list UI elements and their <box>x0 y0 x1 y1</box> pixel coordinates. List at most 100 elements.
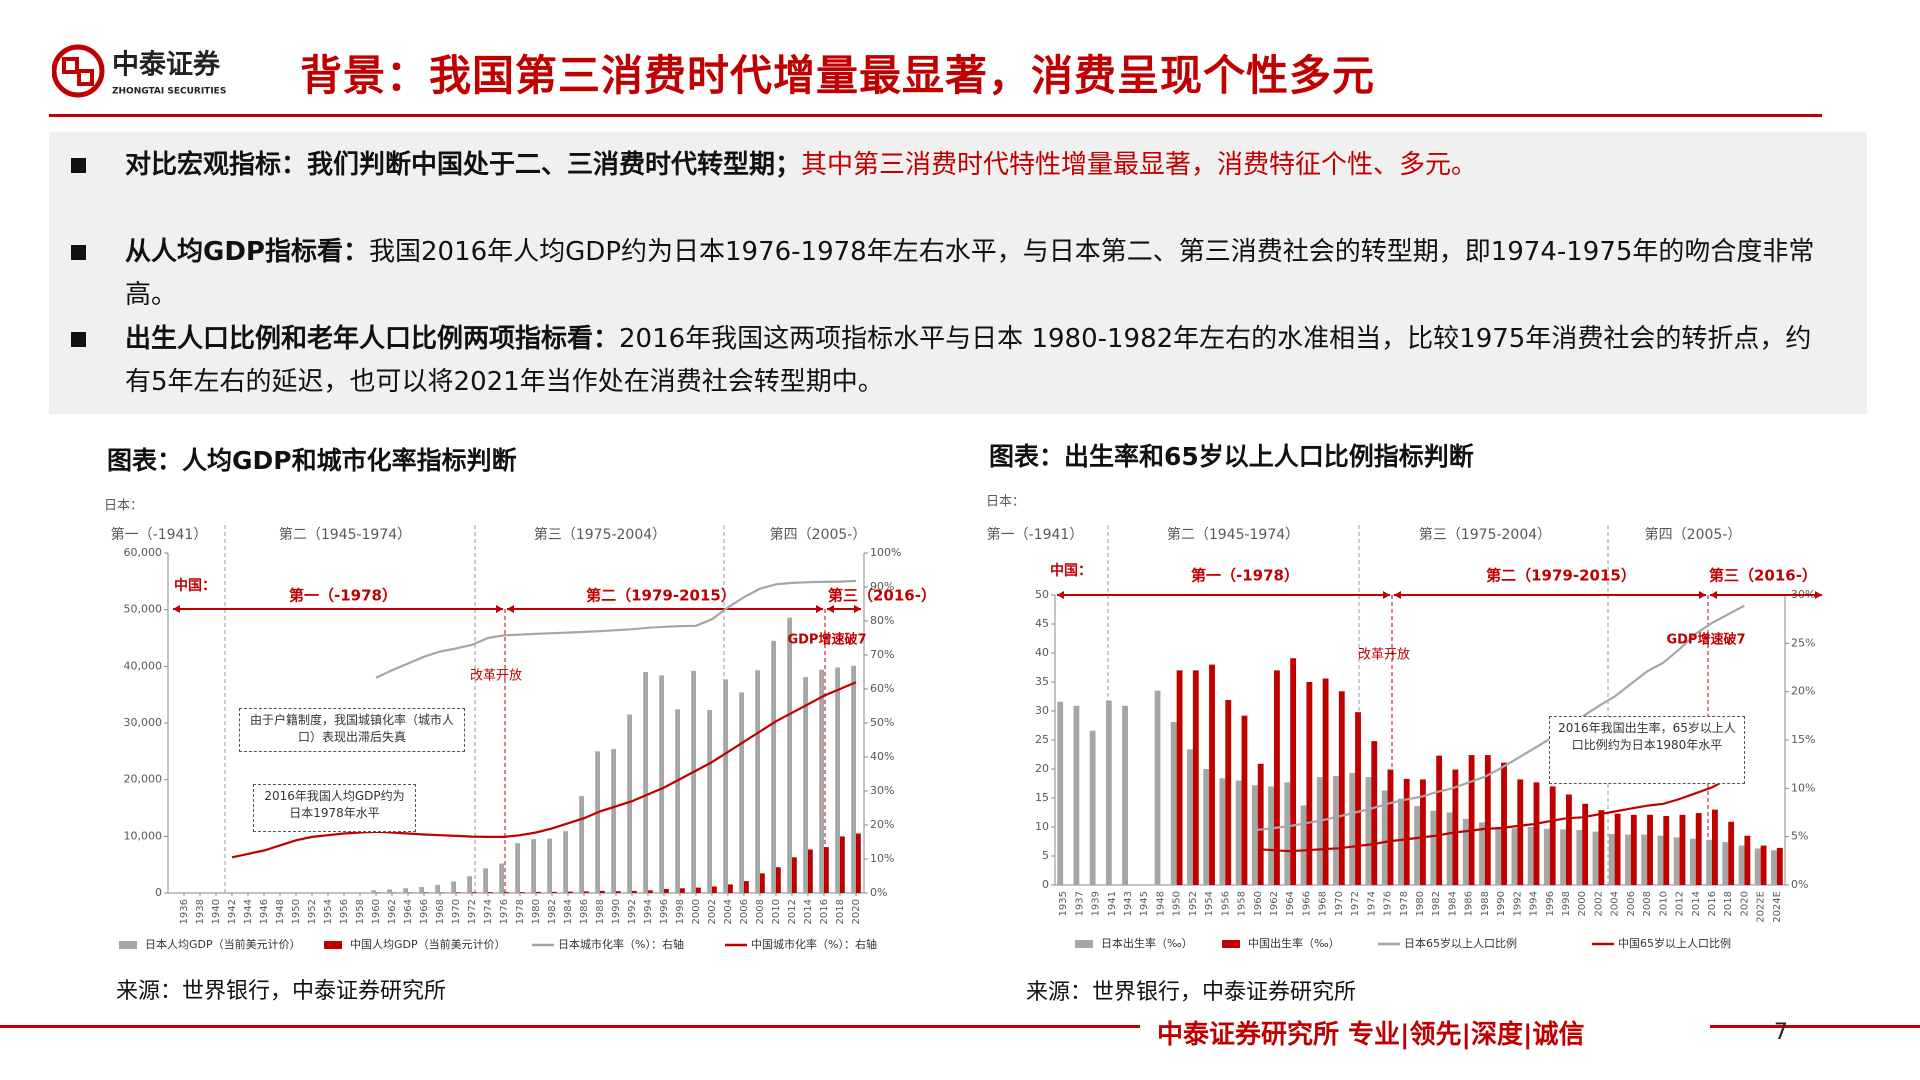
bar <box>792 857 797 893</box>
bar <box>1771 850 1777 885</box>
bar <box>1479 822 1485 885</box>
x-tick-label: 1994 <box>643 899 654 924</box>
y2-tick-label: 40% <box>870 750 894 763</box>
x-tick-label: 1966 <box>1301 891 1312 916</box>
bar <box>1598 810 1605 885</box>
bar <box>1776 847 1783 885</box>
chart-caption: 图表：出生率和65岁以上人口比例指标判断 <box>989 442 1474 471</box>
bar <box>1533 782 1540 885</box>
x-tick-label: 1962 <box>1269 891 1280 916</box>
bar <box>1290 658 1297 885</box>
x-tick-label: 1970 <box>451 899 462 924</box>
footer-slogan: 中泰证券研究所 专业|领先|深度|诚信 <box>1157 1020 1585 1050</box>
x-tick-label: 1982 <box>1431 891 1442 916</box>
period-label: 第三（2016-） <box>828 587 936 605</box>
bar <box>1722 842 1729 885</box>
bar <box>1073 705 1080 885</box>
x-tick-label: 2006 <box>739 899 750 924</box>
bullet-text: 从人均GDP指标看：我国2016年人均GDP约为日本1976-1978年左右水平… <box>125 231 1831 317</box>
bar <box>851 665 856 893</box>
bar <box>1154 690 1161 885</box>
x-tick-label: 2000 <box>1577 891 1588 916</box>
x-tick-label: 2004 <box>1610 891 1621 916</box>
x-tick-label: 1988 <box>1480 891 1491 916</box>
bar <box>680 888 685 893</box>
line-series <box>1257 604 1745 831</box>
x-tick-label: 2002 <box>707 899 718 924</box>
x-tick-label: 1960 <box>1253 891 1264 916</box>
chart-wrap: 0 10,000 20,000 30,000 40,000 50,000 60,000 0% 1… <box>100 490 960 965</box>
bar <box>1452 769 1459 885</box>
y2-tick-label: 30% <box>870 784 894 797</box>
note-box: 由于户籍制度，我国城镇化率（城市人口）表现出滞后失真 <box>239 708 465 752</box>
bar <box>808 849 813 893</box>
bar <box>600 890 605 893</box>
bar <box>691 670 696 893</box>
bar <box>467 876 472 893</box>
period-label: 第二（1945-1974） <box>1167 526 1299 543</box>
bar <box>1689 838 1696 885</box>
bar <box>1355 712 1361 885</box>
x-tick-label: 1939 <box>1091 891 1102 916</box>
bar <box>1549 786 1556 885</box>
y-tick-label: 60,000 <box>124 546 163 559</box>
bar <box>1322 678 1329 885</box>
footer-rule <box>0 1025 1140 1028</box>
bar <box>1608 833 1615 885</box>
bar <box>1371 741 1378 885</box>
bar <box>1338 691 1345 885</box>
x-tick-label: 2020 <box>1739 891 1750 916</box>
x-tick-label: 1948 <box>275 899 286 924</box>
chart-wrap: 0 5 10 15 20 25 30 35 40 45 50 0% 5% 10% 15% 20% 25% 30% 1… <box>980 480 1880 970</box>
bar <box>776 867 781 893</box>
bar <box>1203 769 1210 885</box>
period-label: 第二（1979-2015） <box>586 587 736 605</box>
bar <box>504 892 509 893</box>
bar <box>1316 777 1323 885</box>
y-tick-label: 20,000 <box>124 773 163 786</box>
bar <box>824 847 829 893</box>
bar <box>787 617 792 893</box>
bar <box>1235 780 1242 885</box>
x-tick-label: 1964 <box>1285 891 1296 916</box>
y-tick-label: 40 <box>1035 646 1049 659</box>
logo-en: ZHONGTAI SECURITIES <box>112 87 226 97</box>
x-tick-label: 2016 <box>819 899 830 924</box>
x-tick-label: 1968 <box>435 899 446 924</box>
bar <box>1187 749 1193 885</box>
x-tick-label: 1998 <box>675 899 686 924</box>
x-tick-label: 2000 <box>691 899 702 924</box>
y2-tick-label: 15% <box>1791 733 1815 746</box>
bar <box>723 679 728 893</box>
annotation: 改革开放 <box>470 669 522 684</box>
bar <box>1517 779 1524 885</box>
logo-mark <box>77 69 94 86</box>
x-tick-label: 2008 <box>1642 891 1653 916</box>
bar <box>568 891 573 893</box>
bar <box>483 868 488 893</box>
y2-tick-label: 20% <box>870 818 894 831</box>
arrow-head <box>827 605 861 613</box>
period-label: 第一（-1941） <box>111 526 208 543</box>
bar <box>595 751 600 893</box>
bullet-marker <box>71 158 86 173</box>
page-number: 7 <box>1774 1020 1788 1045</box>
bar <box>1582 803 1589 885</box>
x-tick-label: 1962 <box>387 899 398 924</box>
chart-source: 来源：世界银行，中泰证券研究所 <box>116 979 447 1004</box>
x-tick-label: 1956 <box>1220 891 1231 916</box>
bar <box>1219 778 1226 885</box>
bullet-text: 出生人口比例和老年人口比例两项指标看：2016年我国这两项指标水平与日本 198… <box>125 318 1831 404</box>
y-tick-label: 5 <box>1042 849 1049 862</box>
bar <box>1225 699 1232 885</box>
bar <box>1192 670 1199 885</box>
bullet-text: 对比宏观指标：我们判断中国处于二、三消费时代转型期；其中第三消费时代特性增量最显… <box>125 144 1831 187</box>
bar <box>579 796 584 893</box>
bullet-lead: 出生人口比例和老年人口比例两项指标看： <box>125 324 620 354</box>
x-tick-label: 2010 <box>1658 891 1669 916</box>
legend-marker <box>119 941 137 949</box>
x-tick-label: 2004 <box>723 899 734 924</box>
bullet: 对比宏观指标：我们判断中国处于二、三消费时代转型期；其中第三消费时代特性增量最显… <box>71 144 1831 187</box>
bar <box>1089 730 1096 885</box>
